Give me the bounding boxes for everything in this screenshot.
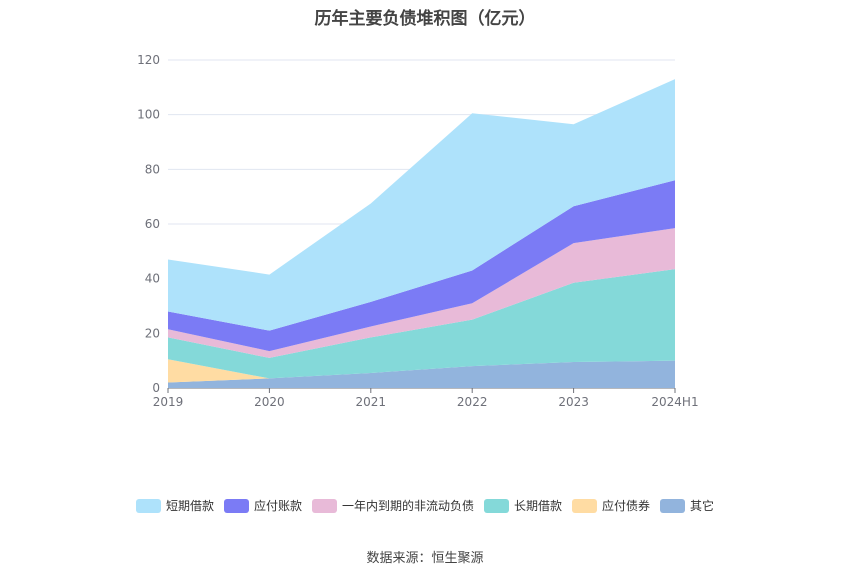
legend: 短期借款 应付账款 一年内到期的非流动负债 长期借款 应付债券 其它 xyxy=(0,497,850,514)
legend-item-2[interactable]: 长期借款 xyxy=(484,497,562,514)
legend-swatch xyxy=(135,498,161,513)
area-series-5 xyxy=(168,79,675,331)
y-tick-label-40: 40 xyxy=(145,272,160,286)
legend-label: 应付债券 xyxy=(602,499,651,513)
legend-item-5[interactable]: 短期借款 xyxy=(135,497,214,514)
legend-item-3[interactable]: 一年内到期的非流动负债 xyxy=(311,497,474,514)
area-series-3 xyxy=(168,228,675,358)
area-series-1 xyxy=(168,359,675,383)
area-series-0 xyxy=(168,360,675,388)
legend-swatch xyxy=(484,498,509,513)
legend-swatch xyxy=(572,498,598,513)
x-tick-label-3: 2022 xyxy=(457,395,488,409)
legend-swatch xyxy=(660,498,686,513)
y-tick-label-120: 120 xyxy=(137,53,160,67)
y-tick-label-60: 60 xyxy=(145,217,160,231)
legend-swatch xyxy=(223,498,249,513)
x-tick-label-1: 2020 xyxy=(254,395,285,409)
y-tick-label-80: 80 xyxy=(145,162,160,176)
legend-label: 其它 xyxy=(690,499,715,513)
y-tick-label-20: 20 xyxy=(145,326,160,340)
legend-item-1[interactable]: 应付债券 xyxy=(572,497,650,514)
y-tick-label-100: 100 xyxy=(137,108,160,122)
x-tick-label-4: 2023 xyxy=(558,395,589,409)
legend-item-0[interactable]: 其它 xyxy=(660,497,714,514)
area-series-2 xyxy=(168,269,675,379)
legend-label: 长期借款 xyxy=(514,499,563,513)
chart-title: 历年主要负债堆积图（亿元） xyxy=(314,9,536,29)
data-source: 数据来源：恒生聚源 xyxy=(366,551,484,566)
x-tick-label-2: 2021 xyxy=(356,395,387,409)
legend-label: 短期借款 xyxy=(165,499,214,513)
legend-label: 一年内到期的非流动负债 xyxy=(341,499,474,513)
legend-item-4[interactable]: 应付账款 xyxy=(223,497,302,514)
x-tick-label-5: 2024H1 xyxy=(651,395,698,409)
x-tick-label-0: 2019 xyxy=(153,395,184,409)
area-series-4 xyxy=(168,180,675,352)
legend-swatch xyxy=(311,498,337,513)
legend-label: 应付账款 xyxy=(253,499,302,513)
y-tick-label-0: 0 xyxy=(152,381,160,395)
